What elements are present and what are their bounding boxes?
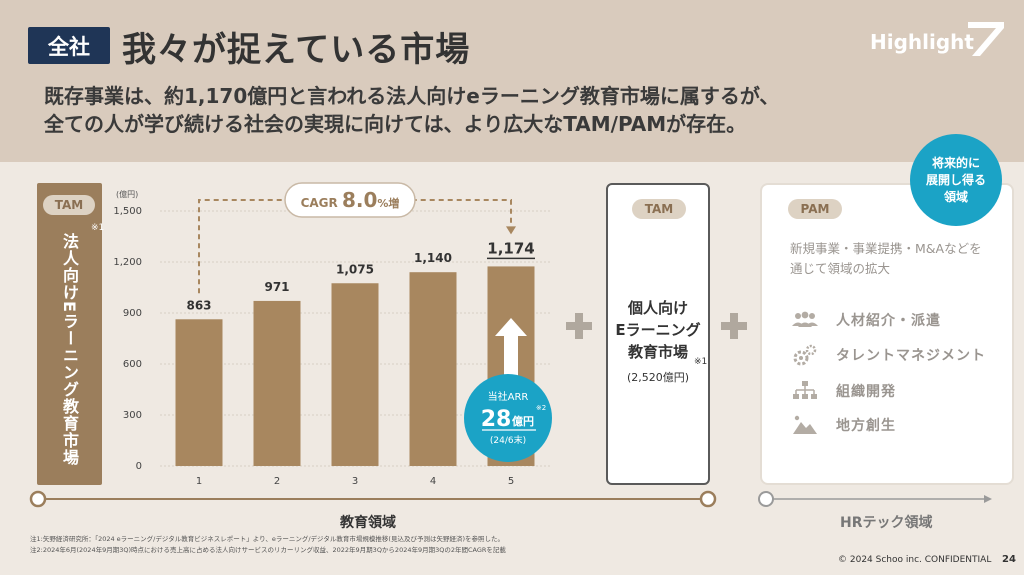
footnote-2: 注2:2024年6月(2024年9月期3Q)時点における売上高に占める法人向けサ…	[30, 546, 506, 554]
pam-item-4: 地方創生	[790, 414, 896, 436]
pam-item-label: 人材紹介・派遣	[836, 313, 941, 329]
subtitle-line-1: 既存事業は、約1,170億円と言われる法人向けeラーニング教育市場に属するが、	[44, 84, 780, 108]
x-tick-label: 1	[196, 476, 202, 487]
x-tick-label: 5	[508, 476, 514, 487]
pam-item-2: タレントマネジメント	[790, 344, 986, 366]
header-band: 全社 我々が捉えている市場 既存事業は、約1,170億円と言われる法人向けeラー…	[0, 0, 1024, 162]
bar-value-label: 971	[264, 280, 289, 294]
bar	[253, 300, 301, 466]
market-bar-chart: (億円) 0 300 600 900 1,200 1,500 863 1 971 2 1,075 3 1,…	[113, 182, 552, 487]
tam-individual-note-mark: ※1	[694, 357, 708, 367]
tam-individual-pill: TAM	[632, 199, 686, 219]
tam-individual-line-1: 個人向け	[627, 299, 688, 317]
cagr-pill	[284, 182, 416, 218]
domain-timeline	[29, 490, 992, 508]
x-tick-label: 2	[274, 476, 280, 487]
cagr-bracket	[198, 199, 512, 294]
arr-note-mark: ※2	[536, 404, 546, 412]
people-icon	[792, 311, 818, 327]
bar	[175, 319, 223, 466]
plus-icon-2	[721, 313, 747, 339]
tam-individual-label: 個人向け Eラーニング 教育市場	[608, 297, 708, 363]
pam-item-label: 地方創生	[836, 418, 896, 434]
arr-date: (24/6末)	[490, 434, 526, 446]
pam-desc-line-1: 新規事業・事業提携・M&Aなどを	[790, 241, 982, 256]
page-title: 我々が捉えている市場	[122, 30, 471, 70]
pam-description: 新規事業・事業提携・M&Aなどを 通じて領域の拡大	[790, 239, 982, 279]
org-chart-icon	[793, 381, 817, 399]
y-unit-label: (億円)	[116, 189, 138, 199]
education-domain-label: 教育領域	[340, 515, 396, 531]
tam-corporate-pill: TAM	[43, 195, 95, 215]
arr-title: 当社ARR	[488, 390, 529, 403]
future-domain-badge: 将来的に 展開し得る 領域	[910, 134, 1002, 226]
y-tick-label: 300	[123, 410, 142, 421]
pam-desc-line-2: 通じて領域の拡大	[790, 261, 891, 276]
subtitle-line-2: 全ての人が学び続ける社会の実現に向けては、より広大なTAM/PAMが存在。	[44, 112, 747, 136]
bar	[409, 272, 457, 466]
x-tick-label: 4	[430, 476, 436, 487]
tam-individual-size: (2,520億円)	[626, 371, 690, 384]
bar-value-label: 1,140	[414, 251, 452, 265]
footnote-1: 注1:矢野経済研究所：「2024 eラーニング/デジタル教育ビジネスレポート」よ…	[30, 535, 504, 543]
arr-circle	[464, 374, 552, 462]
tam-corporate-note-mark: ※1	[91, 223, 105, 233]
arr-value: 28	[481, 407, 512, 432]
page-subtitle: 既存事業は、約1,170億円と言われる法人向けeラーニング教育市場に属するが、 …	[44, 82, 779, 138]
tam-individual-panel: TAM 個人向け Eラーニング 教育市場 ※1 (2,520億円)	[606, 183, 710, 485]
x-tick-label: 3	[352, 476, 358, 487]
y-tick-label: 1,200	[113, 257, 142, 268]
pam-item-label: タレントマネジメント	[836, 348, 986, 364]
cagr-text: CAGR 8.0%増	[301, 188, 400, 212]
y-tick-label: 1,500	[113, 206, 142, 217]
plus-icon-1	[566, 313, 592, 339]
future-line-3: 領域	[943, 189, 968, 204]
tam-corporate-label: 法人向けEラーニング教育市場	[60, 233, 79, 466]
future-line-2: 展開し得る	[925, 172, 986, 187]
scope-badge: 全社	[28, 27, 110, 64]
future-line-1: 将来的に	[931, 155, 980, 170]
tam-individual-line-3: 教育市場	[627, 343, 688, 361]
growth-arrow-icon	[495, 318, 527, 390]
tam-corporate-panel: TAM ※1 法人向けEラーニング教育市場	[37, 183, 105, 485]
footnotes: 注1:矢野経済研究所：「2024 eラーニング/デジタル教育ビジネスレポート」よ…	[30, 534, 506, 556]
arr-unit: 億円	[512, 414, 534, 428]
gears-icon	[793, 344, 817, 366]
page-number: 24	[1002, 554, 1016, 565]
bar-value-label: 863	[186, 298, 211, 312]
landscape-icon	[793, 415, 817, 434]
bar-value-label: 1,174	[487, 239, 534, 257]
highlight-logo-icon	[968, 22, 1004, 56]
copyright: © 2024 Schoo inc. CONFIDENTIAL	[838, 555, 992, 565]
pam-item-label: 組織開発	[836, 384, 896, 400]
bar	[331, 283, 379, 466]
hrtech-domain-label: HRテック領域	[840, 515, 933, 531]
bar-value-label: 1,075	[336, 262, 374, 276]
cagr-arrowhead	[506, 226, 516, 235]
tam-individual-line-2: Eラーニング	[615, 321, 701, 339]
pam-pill: PAM	[788, 199, 842, 219]
pam-item-1: 人材紹介・派遣	[790, 309, 941, 331]
y-tick-label: 900	[123, 308, 142, 319]
y-tick-label: 600	[123, 359, 142, 370]
pam-item-3: 組織開発	[790, 380, 896, 402]
y-tick-label: 0	[136, 461, 142, 472]
highlight-logo-text: Highlight	[870, 30, 974, 54]
pam-panel: PAM 新規事業・事業提携・M&Aなどを 通じて領域の拡大 人材紹介・派遣 タレ…	[760, 183, 1014, 485]
